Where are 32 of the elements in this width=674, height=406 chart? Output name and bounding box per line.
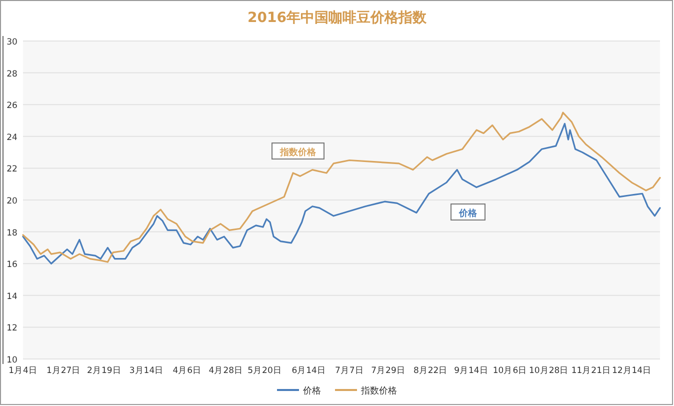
y-tick-label: 10 xyxy=(6,356,18,366)
y-tick-label: 30 xyxy=(6,38,18,48)
x-tick-label: 1月4日 xyxy=(8,366,38,376)
y-tick-label: 20 xyxy=(6,196,18,206)
x-tick-label: 11月21日 xyxy=(571,366,612,376)
x-tick-label: 4月28日 xyxy=(208,366,244,376)
x-tick-label: 8月22日 xyxy=(413,366,448,376)
x-tick-label: 6月14日 xyxy=(292,366,326,376)
x-tick-label: 9月14日 xyxy=(454,366,488,376)
x-tick-label: 3月14日 xyxy=(129,366,164,376)
y-tick-label: 24 xyxy=(6,132,18,143)
y-tick-label: 12 xyxy=(6,324,18,334)
y-tick-label: 14 xyxy=(6,292,18,302)
x-tick-label: 2月19日 xyxy=(87,366,122,376)
x-tick-label: 10月28日 xyxy=(529,366,569,376)
y-tick-label: 28 xyxy=(6,69,18,80)
annotation: 指数价格 xyxy=(279,147,317,158)
x-tick-label: 7月29日 xyxy=(371,366,406,376)
legend-label: 价格 xyxy=(302,386,321,396)
y-tick-label: 16 xyxy=(6,260,18,270)
annotation: 价格 xyxy=(458,208,478,219)
y-tick-label: 26 xyxy=(6,101,18,112)
legend-label: 指数价格 xyxy=(360,386,397,396)
y-tick-label: 22 xyxy=(6,164,18,175)
y-tick-label: 18 xyxy=(6,228,18,238)
x-tick-label: 4月6日 xyxy=(172,366,202,376)
x-tick-label: 12月14日 xyxy=(612,366,652,376)
x-tick-label: 10月6日 xyxy=(492,366,528,376)
chart-title: 2016年中国咖啡豆价格指数 xyxy=(248,10,428,26)
x-tick-label: 5月20日 xyxy=(248,366,282,376)
x-tick-label: 7月7日 xyxy=(335,366,364,376)
x-tick-label: 1月27日 xyxy=(46,366,81,376)
